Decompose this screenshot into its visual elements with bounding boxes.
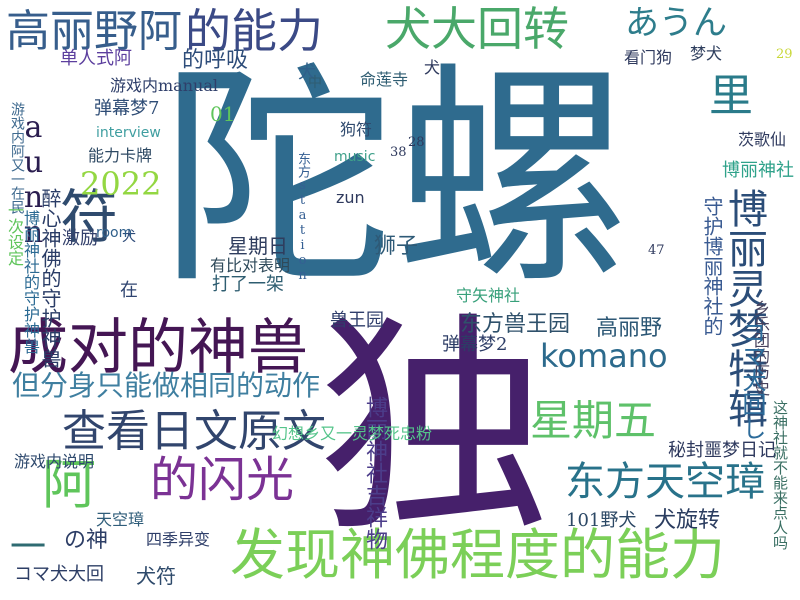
word: 28 <box>408 135 425 150</box>
word: 幻想乡又一灵梦死忠粉 <box>272 424 433 443</box>
word: 发现神佛程度的能力 <box>230 523 726 587</box>
word: 东方station <box>295 152 310 283</box>
word: 博丽神社 <box>722 160 794 181</box>
word: 里 <box>701 72 752 116</box>
word: コマ犬回し <box>738 320 766 440</box>
word: 游戏内manual <box>110 76 218 95</box>
word: 的呼吸 <box>182 48 249 73</box>
word: 守矢神社 <box>456 286 521 305</box>
word: 成对的神兽 <box>8 313 308 383</box>
word: 游戏内说明 <box>14 452 95 471</box>
word: 博丽灵梦特辑 <box>721 188 767 428</box>
word: 兽王园 <box>330 310 384 331</box>
word: 天空璋 <box>96 510 145 529</box>
word: 01 <box>210 102 236 126</box>
word: 中 <box>308 75 322 91</box>
word: 东方兽王园 <box>460 312 571 337</box>
word: 星期日 <box>228 234 288 258</box>
word: 秘封噩梦日记 <box>668 440 776 461</box>
word: 犬大回转 <box>385 2 569 56</box>
word: 29 <box>776 47 793 62</box>
word: 犬 <box>122 229 136 245</box>
word: コマ犬大回 <box>14 564 104 585</box>
word: 高丽野 <box>596 316 663 341</box>
word: 2022 <box>80 165 162 203</box>
word: 符 <box>60 183 119 251</box>
word: 博丽神社吉祥物 <box>362 396 387 550</box>
word: 查看日文原文 <box>62 406 326 457</box>
word: komano <box>540 337 668 375</box>
word: 看门狗 <box>624 48 673 67</box>
word: 有比对表明 <box>210 256 291 275</box>
word: 醉心神佛的守护神兽 <box>38 188 62 368</box>
word: 犬符 <box>136 564 176 588</box>
word: 101野犬 <box>566 510 637 531</box>
word: zun <box>336 188 365 207</box>
word: 单人式阿 <box>60 48 132 69</box>
word: 一 <box>10 527 47 568</box>
word: 四季异变 <box>146 530 211 549</box>
word: 这神社就不能来点人吗 <box>771 400 789 550</box>
word: 东方天空璋 <box>565 459 765 505</box>
word: 狗符 <box>340 120 373 139</box>
word: 激励 <box>62 228 98 249</box>
word: 茨歌仙 <box>738 130 787 149</box>
word: 守护博丽神社的 <box>700 196 724 336</box>
word: 能力卡牌 <box>88 146 153 165</box>
word: 博丽神社的守护神兽 <box>21 210 40 354</box>
word: 一次设定 <box>5 202 24 266</box>
word: あうん <box>625 3 727 43</box>
word: 阿 <box>42 453 96 516</box>
word: 游戏内阿又一在民 <box>9 102 25 214</box>
word: 打了一架 <box>212 274 284 295</box>
word: 星期五 <box>530 396 657 445</box>
word: music <box>334 149 376 165</box>
word: 高丽野阿 <box>6 6 182 57</box>
word: 乡乐团的历史 <box>751 300 770 396</box>
word: 但分身只能做相同的动作 <box>12 369 321 402</box>
word: 弹幕梦2 <box>442 334 508 355</box>
word: 命莲寺 <box>360 70 409 89</box>
word: 的闪光 <box>150 452 295 508</box>
word: 38 <box>390 145 407 160</box>
word: 犬 <box>424 58 441 77</box>
word: 犬 <box>298 62 316 83</box>
word: の神 <box>64 528 109 553</box>
word: 的能力 <box>185 4 323 58</box>
word: 犬旋转 <box>654 508 721 533</box>
word: 弹幕梦7 <box>94 98 160 119</box>
word: aunn <box>16 110 51 250</box>
word: interview <box>96 125 161 141</box>
word: 47 <box>648 243 665 258</box>
word: 陀螺 <box>160 43 630 316</box>
word: room <box>96 225 133 241</box>
word: 梦犬 <box>690 44 723 63</box>
word: 在 <box>120 280 138 301</box>
word: 独 <box>318 293 551 563</box>
word: 狮子 <box>374 234 419 259</box>
